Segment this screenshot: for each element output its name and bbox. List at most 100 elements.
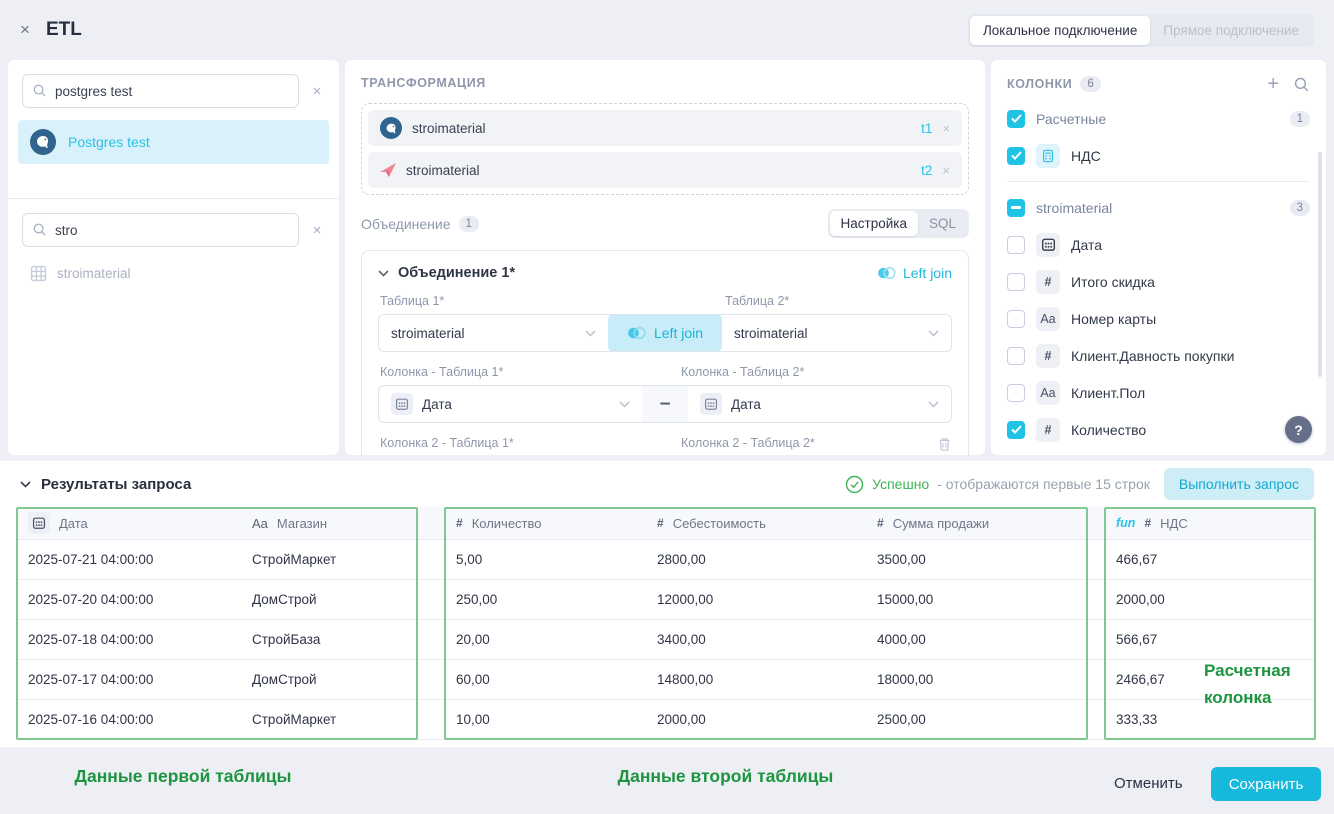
table2-select[interactable]: stroimaterial bbox=[722, 315, 951, 351]
cell-cost: 2800,00 bbox=[645, 540, 865, 580]
column1-select[interactable]: Дата bbox=[379, 386, 642, 422]
column-group-calculated[interactable]: Расчетные 1 bbox=[1007, 100, 1310, 137]
run-query-button[interactable]: Выполнить запрос bbox=[1163, 468, 1314, 500]
table-row: 2025-07-16 04:00:00 СтройМаркет 10,00 20… bbox=[16, 700, 1316, 740]
table1-value: stroimaterial bbox=[391, 325, 465, 341]
query-results-panel: Результаты запроса Успешно - отображаютс… bbox=[0, 461, 1334, 747]
table-row: 2025-07-20 04:00:00 ДомСтрой 250,00 1200… bbox=[16, 580, 1316, 620]
checkbox-checked[interactable] bbox=[1007, 109, 1025, 128]
source-row-t1[interactable]: stroimaterial t1 × bbox=[368, 110, 962, 146]
source-row-t2[interactable]: stroimaterial t2 × bbox=[368, 152, 962, 188]
cell-store: СтройМаркет bbox=[240, 700, 418, 740]
column-item-gender[interactable]: Aa Клиент.Пол bbox=[1007, 374, 1310, 411]
tab-settings[interactable]: Настройка bbox=[829, 211, 918, 236]
cell-store: ДомСтрой bbox=[240, 580, 418, 620]
column-item-discount[interactable]: # Итого скидка bbox=[1007, 263, 1310, 300]
join-type-button[interactable]: Left join bbox=[607, 315, 723, 351]
first-table-annotation: Данные первой таблицы bbox=[74, 766, 292, 786]
source-label: stroimaterial bbox=[406, 162, 480, 178]
scrollbar-thumb[interactable] bbox=[1318, 152, 1322, 377]
close-icon[interactable]: × bbox=[20, 20, 30, 39]
remove-source-icon[interactable]: × bbox=[942, 162, 950, 178]
clear-search-icon[interactable]: × bbox=[312, 82, 322, 100]
table-search-input[interactable] bbox=[22, 213, 299, 247]
cell-store: СтройБаза bbox=[240, 620, 418, 660]
table-row: 2025-07-21 04:00:00 СтройМаркет 5,00 280… bbox=[16, 540, 1316, 580]
columns-count-badge: 6 bbox=[1080, 76, 1101, 92]
trash-icon[interactable] bbox=[937, 436, 952, 452]
cell-cost: 2000,00 bbox=[645, 700, 865, 740]
add-column-icon[interactable]: + bbox=[1267, 73, 1279, 95]
checkbox-unchecked[interactable] bbox=[1007, 346, 1025, 365]
local-connection-tab[interactable]: Локальное подключение bbox=[969, 15, 1151, 45]
save-button[interactable]: Сохранить bbox=[1211, 767, 1321, 801]
checkbox-unchecked[interactable] bbox=[1007, 383, 1025, 402]
transformation-title: ТРАНСФОРМАЦИЯ bbox=[361, 76, 486, 90]
column-gap bbox=[418, 507, 444, 540]
page-title: ETL bbox=[45, 19, 82, 40]
remove-source-icon[interactable]: × bbox=[942, 120, 950, 136]
table1-select[interactable]: stroimaterial bbox=[379, 315, 608, 351]
group-count-badge: 3 bbox=[1289, 199, 1310, 216]
clear-search-icon[interactable]: × bbox=[312, 221, 322, 239]
column-gap bbox=[1088, 540, 1104, 580]
chevron-down-icon[interactable] bbox=[20, 480, 31, 488]
table-row: 2025-07-18 04:00:00 СтройБаза 20,00 3400… bbox=[16, 620, 1316, 660]
column2-select[interactable]: Дата bbox=[688, 386, 951, 422]
text-icon: Aa bbox=[1036, 380, 1060, 405]
source-label: stroimaterial bbox=[412, 120, 486, 136]
column-item-card-number[interactable]: Aa Номер карты bbox=[1007, 300, 1310, 337]
connection-search-input[interactable] bbox=[22, 74, 299, 108]
cancel-button[interactable]: Отменить bbox=[1104, 769, 1193, 798]
cell-sales-sum: 18000,00 bbox=[865, 660, 1088, 700]
column-label: Номер карты bbox=[1071, 310, 1157, 327]
join-count-badge: 1 bbox=[458, 215, 479, 232]
checkbox-checked[interactable] bbox=[1007, 146, 1025, 165]
checkbox-unchecked[interactable] bbox=[1007, 235, 1025, 254]
column-item-nds[interactable]: НДС bbox=[1007, 137, 1310, 174]
postgres-icon bbox=[30, 129, 56, 155]
join-type-link[interactable]: Left join bbox=[877, 265, 952, 281]
checkbox-unchecked[interactable] bbox=[1007, 272, 1025, 291]
calendar-icon bbox=[700, 393, 722, 415]
cell-sales-sum: 2500,00 bbox=[865, 700, 1088, 740]
group-count-badge: 1 bbox=[1289, 110, 1310, 127]
postgres-icon bbox=[380, 117, 402, 139]
column-gap bbox=[1088, 660, 1104, 700]
column-item-recency[interactable]: # Клиент.Давность покупки bbox=[1007, 337, 1310, 374]
calculator-icon bbox=[1036, 143, 1060, 168]
search-icon[interactable] bbox=[1293, 76, 1310, 93]
results-title[interactable]: Результаты запроса bbox=[41, 475, 192, 493]
search-icon bbox=[33, 84, 46, 97]
column-item-date[interactable]: Дата bbox=[1007, 226, 1310, 263]
connection-item-postgres[interactable]: Postgres test bbox=[18, 120, 329, 164]
columns-title: КОЛОНКИ bbox=[1007, 77, 1073, 91]
column-label: Итого скидка bbox=[1071, 273, 1155, 290]
table-item-stroimaterial[interactable]: stroimaterial bbox=[8, 259, 339, 287]
join-type-label: Left join bbox=[902, 265, 952, 281]
column-gap bbox=[1088, 620, 1104, 660]
cell-cost: 3400,00 bbox=[645, 620, 865, 660]
table-row: 2025-07-17 04:00:00 ДомСтрой 60,00 14800… bbox=[16, 660, 1316, 700]
second-table-annotation: Данные второй таблицы bbox=[617, 766, 834, 786]
join-card-title[interactable]: Объединение 1* bbox=[398, 265, 516, 281]
column-item-quantity[interactable]: # Количество bbox=[1007, 411, 1310, 448]
connection-item-label: Postgres test bbox=[68, 134, 150, 150]
direct-connection-tab[interactable]: Прямое подключение bbox=[1163, 22, 1299, 38]
table-grid-icon bbox=[30, 265, 47, 281]
checkbox-checked[interactable] bbox=[1007, 420, 1025, 439]
column-gap bbox=[418, 660, 444, 700]
column-group-stroimaterial[interactable]: stroimaterial 3 bbox=[1007, 189, 1310, 226]
column2-value: Дата bbox=[731, 396, 761, 412]
calc-column-annotation: Расчетная колонка bbox=[1204, 661, 1291, 707]
divider bbox=[8, 198, 339, 199]
column-gap bbox=[418, 620, 444, 660]
tab-sql[interactable]: SQL bbox=[928, 216, 956, 231]
number-icon: # bbox=[1036, 343, 1060, 368]
help-button[interactable]: ? bbox=[1285, 416, 1312, 443]
checkbox-indeterminate[interactable] bbox=[1007, 198, 1025, 217]
join-operator[interactable]: − bbox=[642, 386, 688, 422]
checkbox-unchecked[interactable] bbox=[1007, 309, 1025, 328]
cell-quantity: 20,00 bbox=[444, 620, 645, 660]
chevron-down-icon[interactable] bbox=[378, 269, 389, 277]
